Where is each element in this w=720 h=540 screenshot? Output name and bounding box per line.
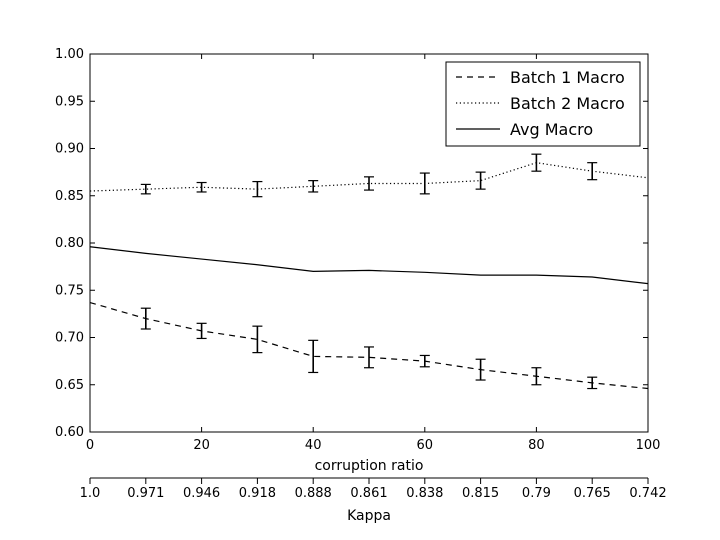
- kappa-tick-label: 0.861: [350, 486, 387, 501]
- legend: Batch 1 Macro Batch 2 Macro Avg Macro: [445, 61, 641, 147]
- kappa-axis-title: Kappa: [347, 508, 391, 524]
- error-bar: [196, 322, 207, 340]
- error-bar: [140, 183, 151, 195]
- y-tick-label: 0.95: [55, 94, 84, 109]
- error-bar: [531, 367, 542, 386]
- x-tick-label: 40: [305, 438, 322, 453]
- error-bar: [419, 172, 430, 195]
- kappa-tick-label: 0.918: [239, 486, 276, 501]
- kappa-tick-label: 0.79: [522, 486, 551, 501]
- x-tick-label: 100: [636, 438, 661, 453]
- series-line-batch-1-macro: [89, 301, 649, 390]
- x-tick-label: 60: [417, 438, 434, 453]
- kappa-tick-label: 1.0: [80, 486, 101, 501]
- kappa-tick-label: 0.765: [574, 486, 611, 501]
- y-tick-label: 0.70: [55, 331, 84, 346]
- error-bar: [308, 339, 319, 374]
- y-tick-label: 1.00: [55, 47, 84, 62]
- error-bar: [252, 325, 263, 354]
- x-tick-label: 80: [528, 438, 545, 453]
- error-bar: [475, 171, 486, 190]
- kappa-tick-label: 0.888: [295, 486, 332, 501]
- y-tick-label: 0.65: [55, 378, 84, 393]
- legend-label: Batch 1 Macro: [510, 68, 625, 87]
- kappa-tick-label: 0.971: [127, 486, 164, 501]
- x-axis-title: corruption ratio: [315, 458, 424, 474]
- error-bar: [475, 358, 486, 381]
- y-tick-label: 0.75: [55, 283, 84, 298]
- error-bar: [419, 354, 430, 368]
- error-bar: [531, 153, 542, 172]
- error-bar: [587, 376, 598, 390]
- error-bar: [308, 180, 319, 193]
- legend-label: Batch 2 Macro: [510, 94, 625, 113]
- series-line-batch-2-macro: [89, 162, 649, 192]
- error-bar: [364, 346, 374, 369]
- legend-box: [445, 61, 641, 147]
- error-bar: [587, 162, 598, 181]
- x-tick-label: 0: [86, 438, 94, 453]
- legend-label: Avg Macro: [510, 120, 593, 139]
- kappa-tick-label: 0.838: [406, 486, 443, 501]
- series-line-avg-macro: [89, 246, 649, 285]
- error-bar: [252, 180, 263, 198]
- error-bar: [364, 176, 374, 191]
- y-tick-label: 0.60: [55, 425, 84, 440]
- error-bar: [140, 307, 151, 330]
- y-tick-label: 0.85: [55, 189, 84, 204]
- kappa-tick-label: 0.946: [183, 486, 220, 501]
- kappa-tick-label: 0.742: [629, 486, 666, 501]
- y-tick-label: 0.80: [55, 236, 84, 251]
- kappa-tick-label: 0.815: [462, 486, 499, 501]
- y-tick-label: 0.90: [55, 142, 84, 157]
- error-bar: [196, 181, 207, 193]
- x-tick-label: 20: [193, 438, 210, 453]
